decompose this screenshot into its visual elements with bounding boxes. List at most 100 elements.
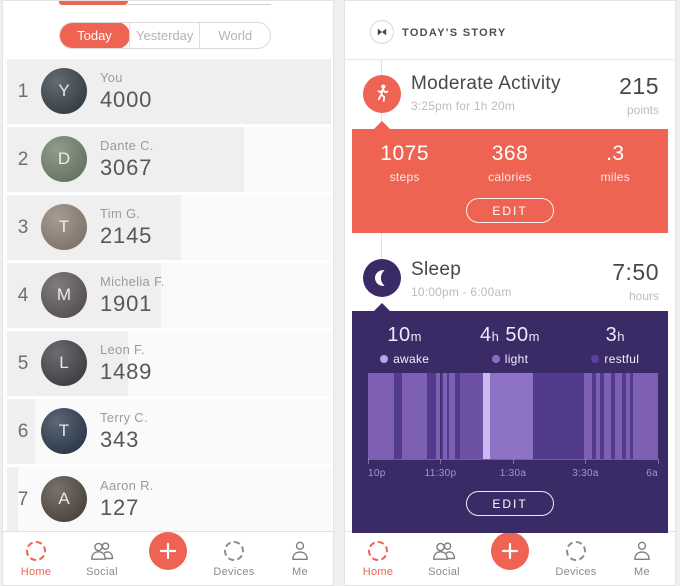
period-tabbar: Today Yesterday World bbox=[59, 22, 271, 49]
activity-edit-button[interactable]: EDIT bbox=[466, 198, 554, 223]
axis-tick bbox=[657, 459, 659, 464]
stat-value: 4h 50m bbox=[479, 324, 540, 346]
member-score: 4000 bbox=[100, 87, 153, 112]
member-score: 343 bbox=[100, 427, 140, 452]
timeline-connector bbox=[381, 113, 382, 123]
member-score: 127 bbox=[100, 495, 140, 520]
legend-label: light bbox=[504, 352, 529, 366]
member-name: Michelia F. bbox=[100, 274, 165, 289]
sleep-segment-light bbox=[449, 373, 455, 459]
bottom-nav: Home Social Devices Me bbox=[345, 531, 675, 585]
activity-points-value: 215 bbox=[619, 73, 659, 99]
add-button[interactable] bbox=[135, 531, 201, 585]
sleep-segment-restful bbox=[440, 373, 443, 459]
leaderboard-row[interactable]: 2 D Dante C. 3067 bbox=[7, 127, 331, 192]
activity-heading: Moderate Activity 3:25pm for 1h 20m bbox=[411, 73, 561, 113]
member-name: Leon F. bbox=[100, 342, 145, 357]
plus-icon bbox=[149, 531, 187, 570]
sleep-title: Sleep bbox=[411, 259, 462, 280]
social-icon bbox=[89, 538, 115, 564]
sleep-chart-axis: 10p 11:30p 1:30a 3:30a 6a bbox=[367, 459, 659, 485]
member-info: Dante C. 3067 bbox=[100, 138, 154, 181]
stat-value: 3h bbox=[605, 324, 625, 346]
axis-baseline bbox=[368, 459, 658, 460]
nav-item-devices[interactable]: Devices bbox=[201, 532, 267, 585]
member-score: 1489 bbox=[100, 359, 153, 384]
tab-today[interactable]: Today bbox=[60, 23, 130, 48]
activity-stat-steps: 1075 steps bbox=[352, 142, 457, 184]
tab-world[interactable]: World bbox=[199, 23, 270, 48]
member-score: 2145 bbox=[100, 223, 153, 248]
avatar: M bbox=[41, 272, 87, 318]
score-bar bbox=[7, 467, 19, 532]
score-bar bbox=[7, 195, 181, 260]
rank-number: 3 bbox=[17, 217, 29, 238]
legend-dot bbox=[591, 355, 600, 363]
sleep-edit-button[interactable]: EDIT bbox=[466, 491, 554, 516]
sleep-hours-value: 7:50 bbox=[612, 259, 659, 285]
story-bowtie-icon bbox=[370, 20, 394, 44]
activity-title: Moderate Activity bbox=[411, 73, 561, 94]
nav-label: Social bbox=[86, 566, 118, 578]
home-icon bbox=[368, 538, 388, 564]
sleep-stat-light: 4h 50m light bbox=[457, 324, 562, 366]
legend-entry: restful bbox=[563, 352, 668, 366]
axis-tick-label: 6a bbox=[646, 468, 658, 479]
sleep-segment-restful bbox=[600, 373, 605, 459]
sleep-segment-restful bbox=[532, 373, 585, 459]
sleep-stat-restful: 3h restful bbox=[563, 324, 668, 366]
nav-item-devices[interactable]: Devices bbox=[543, 532, 609, 585]
leaderboard-row[interactable]: 4 M Michelia F. 1901 bbox=[7, 263, 331, 328]
stat-label: calories bbox=[488, 170, 532, 184]
leaderboard-row[interactable]: 7 A Aaron R. 127 bbox=[7, 467, 331, 532]
nav-label: Devices bbox=[555, 566, 597, 578]
nav-item-social[interactable]: Social bbox=[411, 532, 477, 585]
sleep-segment-restful bbox=[591, 373, 596, 459]
sleep-segment-light bbox=[625, 373, 630, 459]
stat-value: .3 bbox=[606, 142, 625, 165]
member-info: You 4000 bbox=[100, 70, 152, 113]
nav-label: Home bbox=[362, 566, 394, 578]
story-panel: TODAY'S STORY Moderate Activity 3:25pm f… bbox=[344, 0, 676, 586]
nav-item-me[interactable]: Me bbox=[267, 532, 333, 585]
avatar: T bbox=[41, 408, 87, 454]
devices-icon bbox=[566, 538, 586, 564]
leaderboard-row[interactable]: 5 L Leon F. 1489 bbox=[7, 331, 331, 396]
add-button[interactable] bbox=[477, 531, 543, 585]
leaderboard-row[interactable]: 3 T Tim G. 2145 bbox=[7, 195, 331, 260]
sleep-segment-mid bbox=[460, 373, 483, 459]
member-name: You bbox=[100, 70, 123, 85]
axis-tick bbox=[367, 459, 369, 464]
activity-stat-calories: 368 calories bbox=[457, 142, 562, 184]
cropped-tabbar-remnant bbox=[59, 1, 128, 5]
leaderboard-row[interactable]: 1 Y You 4000 bbox=[7, 59, 331, 124]
sleep-hours: 7:50 hours bbox=[612, 259, 659, 303]
sleep-segment-light bbox=[442, 373, 447, 459]
activity-runner-icon bbox=[363, 75, 401, 113]
sleep-block-notch bbox=[374, 303, 390, 311]
devices-icon bbox=[224, 538, 244, 564]
leaderboard-row[interactable]: 6 T Terry C. 343 bbox=[7, 399, 331, 464]
avatar: T bbox=[41, 204, 87, 250]
nav-item-me[interactable]: Me bbox=[609, 532, 675, 585]
nav-item-home[interactable]: Home bbox=[345, 532, 411, 585]
tab-yesterday[interactable]: Yesterday bbox=[128, 23, 200, 48]
nav-label: Devices bbox=[213, 566, 255, 578]
activity-block-notch bbox=[374, 121, 390, 129]
stat-value: 10m bbox=[387, 324, 422, 346]
member-name: Tim G. bbox=[100, 206, 141, 221]
avatar: D bbox=[41, 136, 87, 182]
timeline-connector bbox=[381, 45, 382, 75]
nav-item-social[interactable]: Social bbox=[69, 532, 135, 585]
member-info: Terry C. 343 bbox=[100, 410, 148, 453]
nav-item-home[interactable]: Home bbox=[3, 532, 69, 585]
legend-dot bbox=[380, 355, 389, 363]
leaderboard-list: 1 Y You 4000 2 D Dante C. 3067 3 T Tim G. 2145 4 M Mic… bbox=[7, 59, 331, 534]
sleep-stat-awake: 10m awake bbox=[352, 324, 457, 366]
member-score: 3067 bbox=[100, 155, 153, 180]
social-icon bbox=[431, 538, 457, 564]
sleep-subtitle: 10:00pm - 6:00am bbox=[411, 285, 512, 299]
stat-label: miles bbox=[600, 170, 631, 184]
score-bar bbox=[7, 399, 35, 464]
member-info: Michelia F. 1901 bbox=[100, 274, 165, 317]
